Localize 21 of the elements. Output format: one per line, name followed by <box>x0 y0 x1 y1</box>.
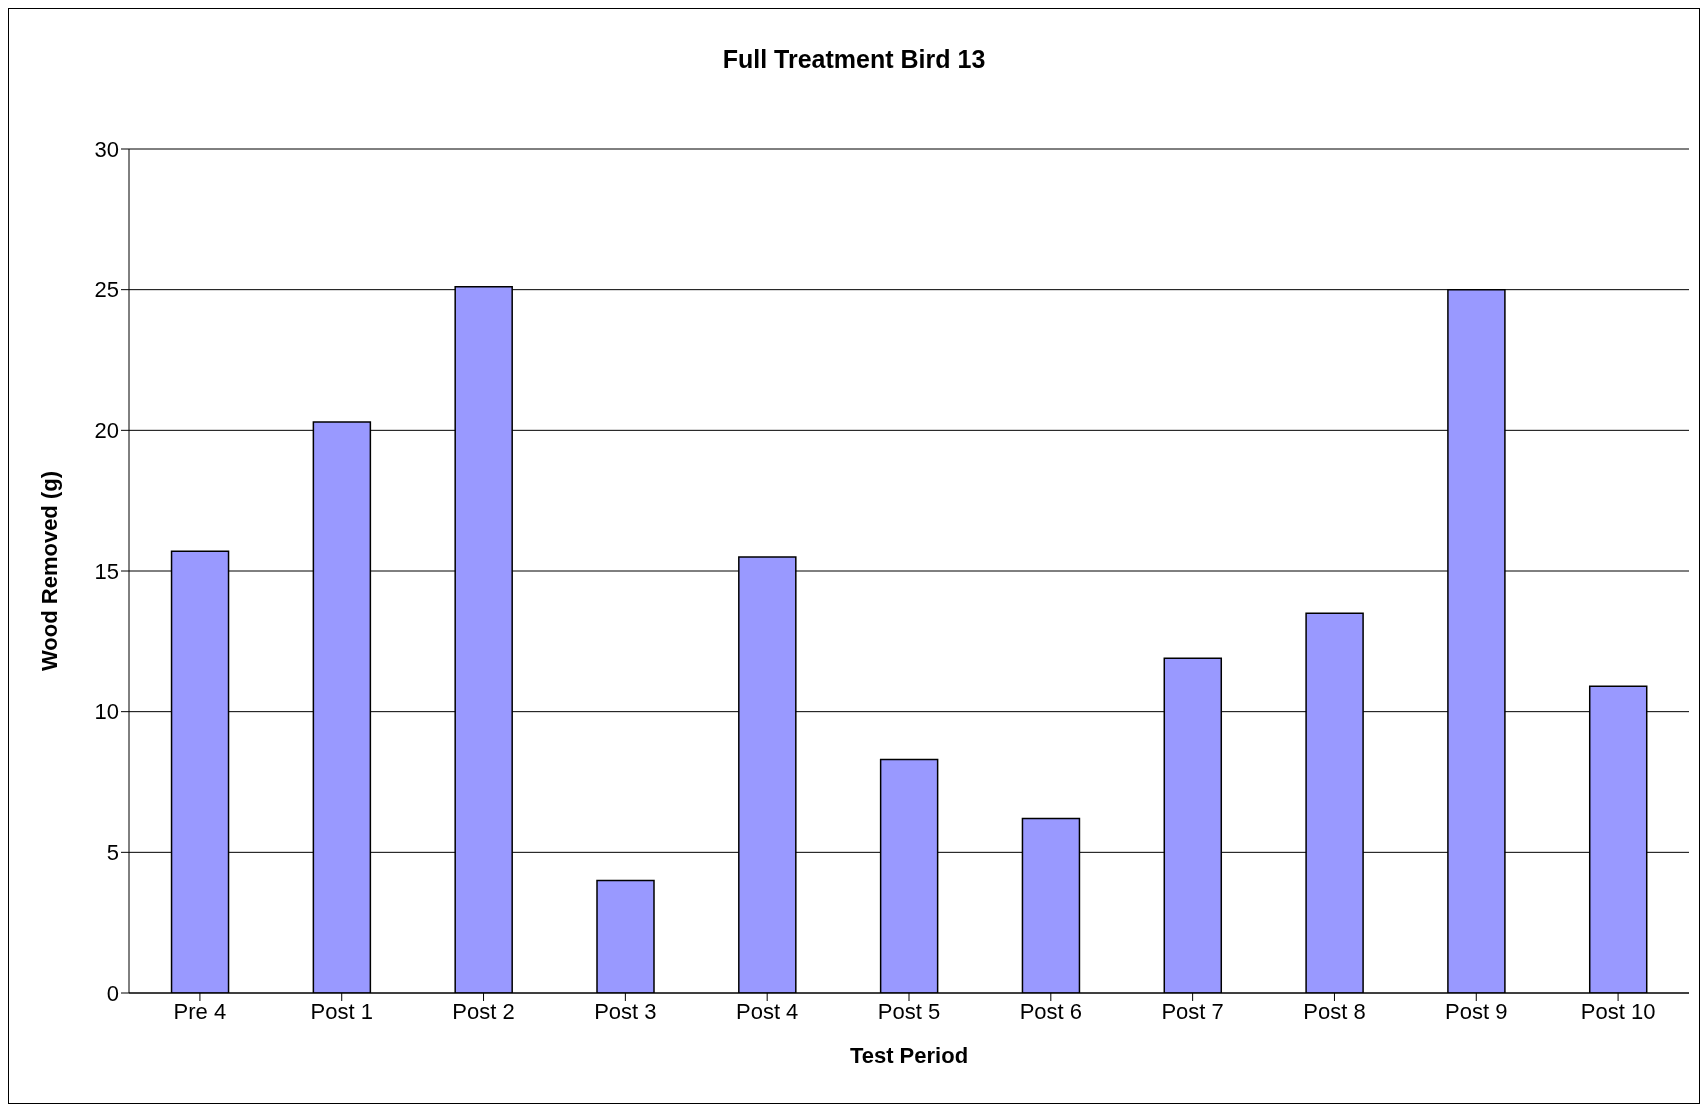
x-tick-label: Pre 4 <box>173 998 227 1024</box>
x-tick-label: Post 8 <box>1303 998 1366 1024</box>
y-tick-label: 10 <box>94 699 119 725</box>
y-axis-title: Wood Removed (g) <box>36 470 62 672</box>
x-tick-label: Post 3 <box>594 998 657 1024</box>
y-tick-label: 20 <box>94 418 119 444</box>
x-axis-title: Test Period <box>849 1043 969 1068</box>
x-tick-label: Post 7 <box>1161 998 1224 1024</box>
x-tick-label: Post 10 <box>1580 998 1656 1024</box>
y-tick-label: 0 <box>106 980 119 1006</box>
chart-title: Full Treatment Bird 13 <box>721 45 987 74</box>
x-tick-label: Post 4 <box>735 998 799 1024</box>
y-tick-label: 25 <box>94 277 119 303</box>
x-tick-label: Post 5 <box>877 998 941 1024</box>
x-tick-label: Post 9 <box>1445 998 1508 1024</box>
y-tick-label: 5 <box>106 840 119 866</box>
x-tick-label: Post 2 <box>452 998 515 1024</box>
y-tick-label: 15 <box>94 558 119 584</box>
y-tick-label: 30 <box>94 136 119 162</box>
x-tick-label: Post 1 <box>310 998 373 1024</box>
x-tick-label: Post 6 <box>1019 998 1083 1024</box>
